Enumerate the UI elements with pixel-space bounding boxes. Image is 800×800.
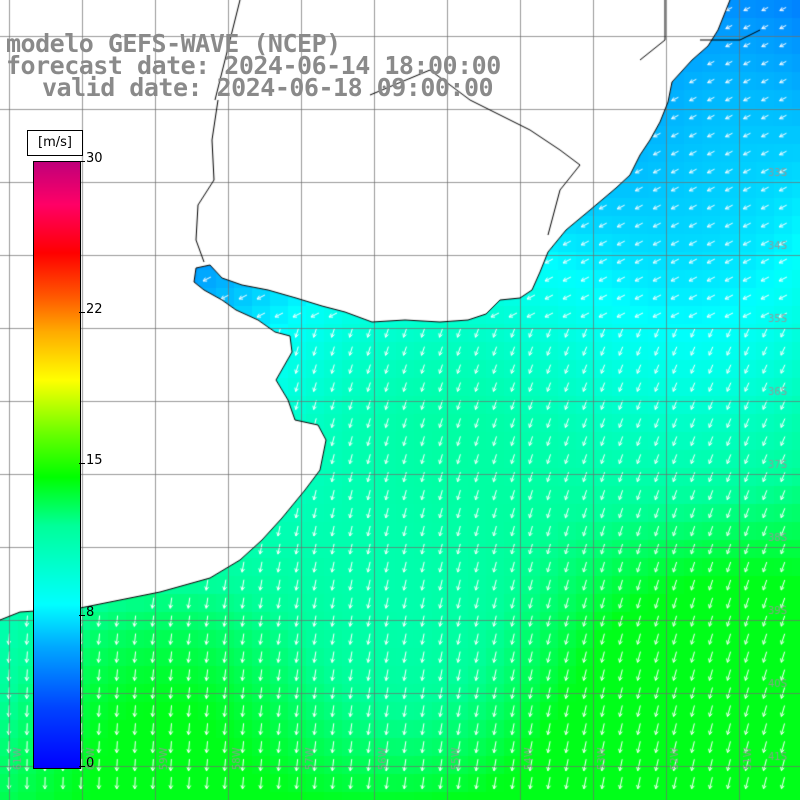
colorbar-tick-mark	[79, 463, 85, 464]
colorbar-tick-mark	[79, 766, 85, 767]
forecast-date: forecast date: 2024-06-14 18:00:00	[6, 51, 501, 80]
colorbar-tick-label: 8	[86, 605, 95, 620]
colorbar-tick-mark	[79, 312, 85, 313]
colorbar-tick-label: 22	[86, 302, 103, 317]
colorbar-tick-mark	[79, 615, 85, 616]
colorbar-tick-label: 0	[86, 756, 95, 771]
colorbar-tick-label: 15	[86, 453, 103, 468]
valid-date: valid date: 2024-06-18 09:00:00	[42, 73, 494, 102]
colorbar-tick-mark	[79, 161, 85, 162]
colorbar-tick-label: 30	[86, 151, 103, 166]
model-title: modelo GEFS-WAVE (NCEP)	[6, 29, 341, 58]
colorbar	[33, 161, 81, 769]
colorbar-units: [m/s]	[27, 130, 83, 156]
